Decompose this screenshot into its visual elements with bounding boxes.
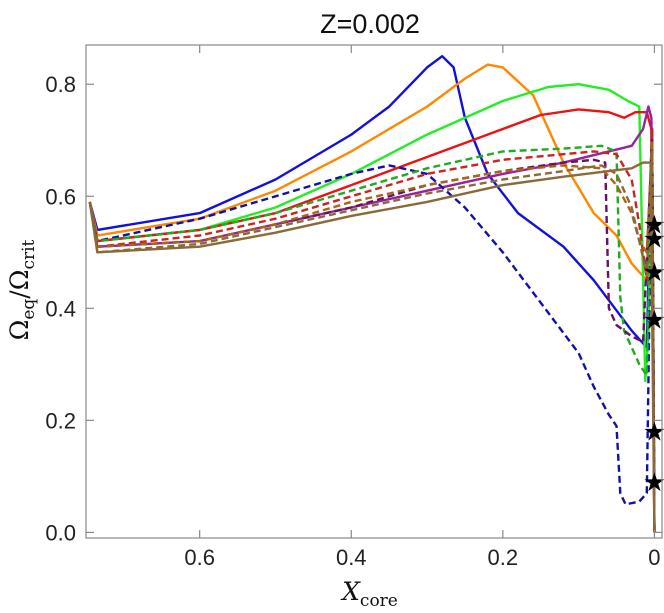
series-line-10 bbox=[88, 139, 656, 533]
x-tick-label: 0.4 bbox=[336, 545, 367, 570]
star-marker-5: ★ bbox=[643, 418, 664, 448]
series-line-3 bbox=[88, 83, 656, 533]
y-tick-label: 0.8 bbox=[45, 72, 76, 97]
star-marker-2: ★ bbox=[643, 224, 664, 254]
x-axis-label-sub: core bbox=[360, 591, 398, 611]
y-axis-label-num: Ω bbox=[5, 320, 34, 341]
series-line-9 bbox=[88, 139, 656, 533]
star-marker-6: ★ bbox=[643, 468, 664, 498]
star-marker-3: ★ bbox=[643, 258, 664, 288]
series-line-2 bbox=[88, 63, 656, 533]
series-line-8 bbox=[88, 127, 656, 533]
y-axis-label: Ωeq/Ωcrit bbox=[5, 239, 39, 340]
x-axis-label-main: X bbox=[340, 577, 361, 606]
y-tick-label: 0.2 bbox=[45, 408, 76, 433]
series-line-7 bbox=[88, 139, 656, 533]
axis-ticks: 0.6 0.4 0.2 0 0.0 0.2 0.4 0.6 0.8 bbox=[45, 45, 662, 570]
series-line-12 bbox=[88, 161, 656, 533]
y-tick-label: 0.4 bbox=[45, 296, 76, 321]
x-axis-label: Xcore bbox=[340, 577, 398, 611]
y-axis-label-den: Ω bbox=[5, 270, 34, 291]
plot-frame bbox=[85, 44, 663, 539]
star-marker-1: ★ bbox=[643, 210, 664, 240]
y-tick-label: 0.6 bbox=[45, 184, 76, 209]
y-axis-label-den-sub: crit bbox=[19, 239, 39, 269]
star-marker-4: ★ bbox=[643, 306, 664, 336]
y-axis-label-sep: / bbox=[5, 290, 34, 299]
y-tick-label: 0.0 bbox=[45, 520, 76, 545]
x-tick-label: 0 bbox=[648, 545, 660, 570]
x-tick-label: 0.2 bbox=[488, 545, 519, 570]
series-line-11 bbox=[88, 150, 656, 533]
y-axis-label-num-sub: eq bbox=[19, 299, 39, 320]
x-tick-label: 0.6 bbox=[184, 545, 215, 570]
series-line-6 bbox=[88, 127, 656, 533]
chart-title: Z=0.002 bbox=[320, 9, 420, 39]
plot-area: ★★★★★★ bbox=[88, 55, 664, 533]
series-line-1 bbox=[88, 55, 656, 533]
